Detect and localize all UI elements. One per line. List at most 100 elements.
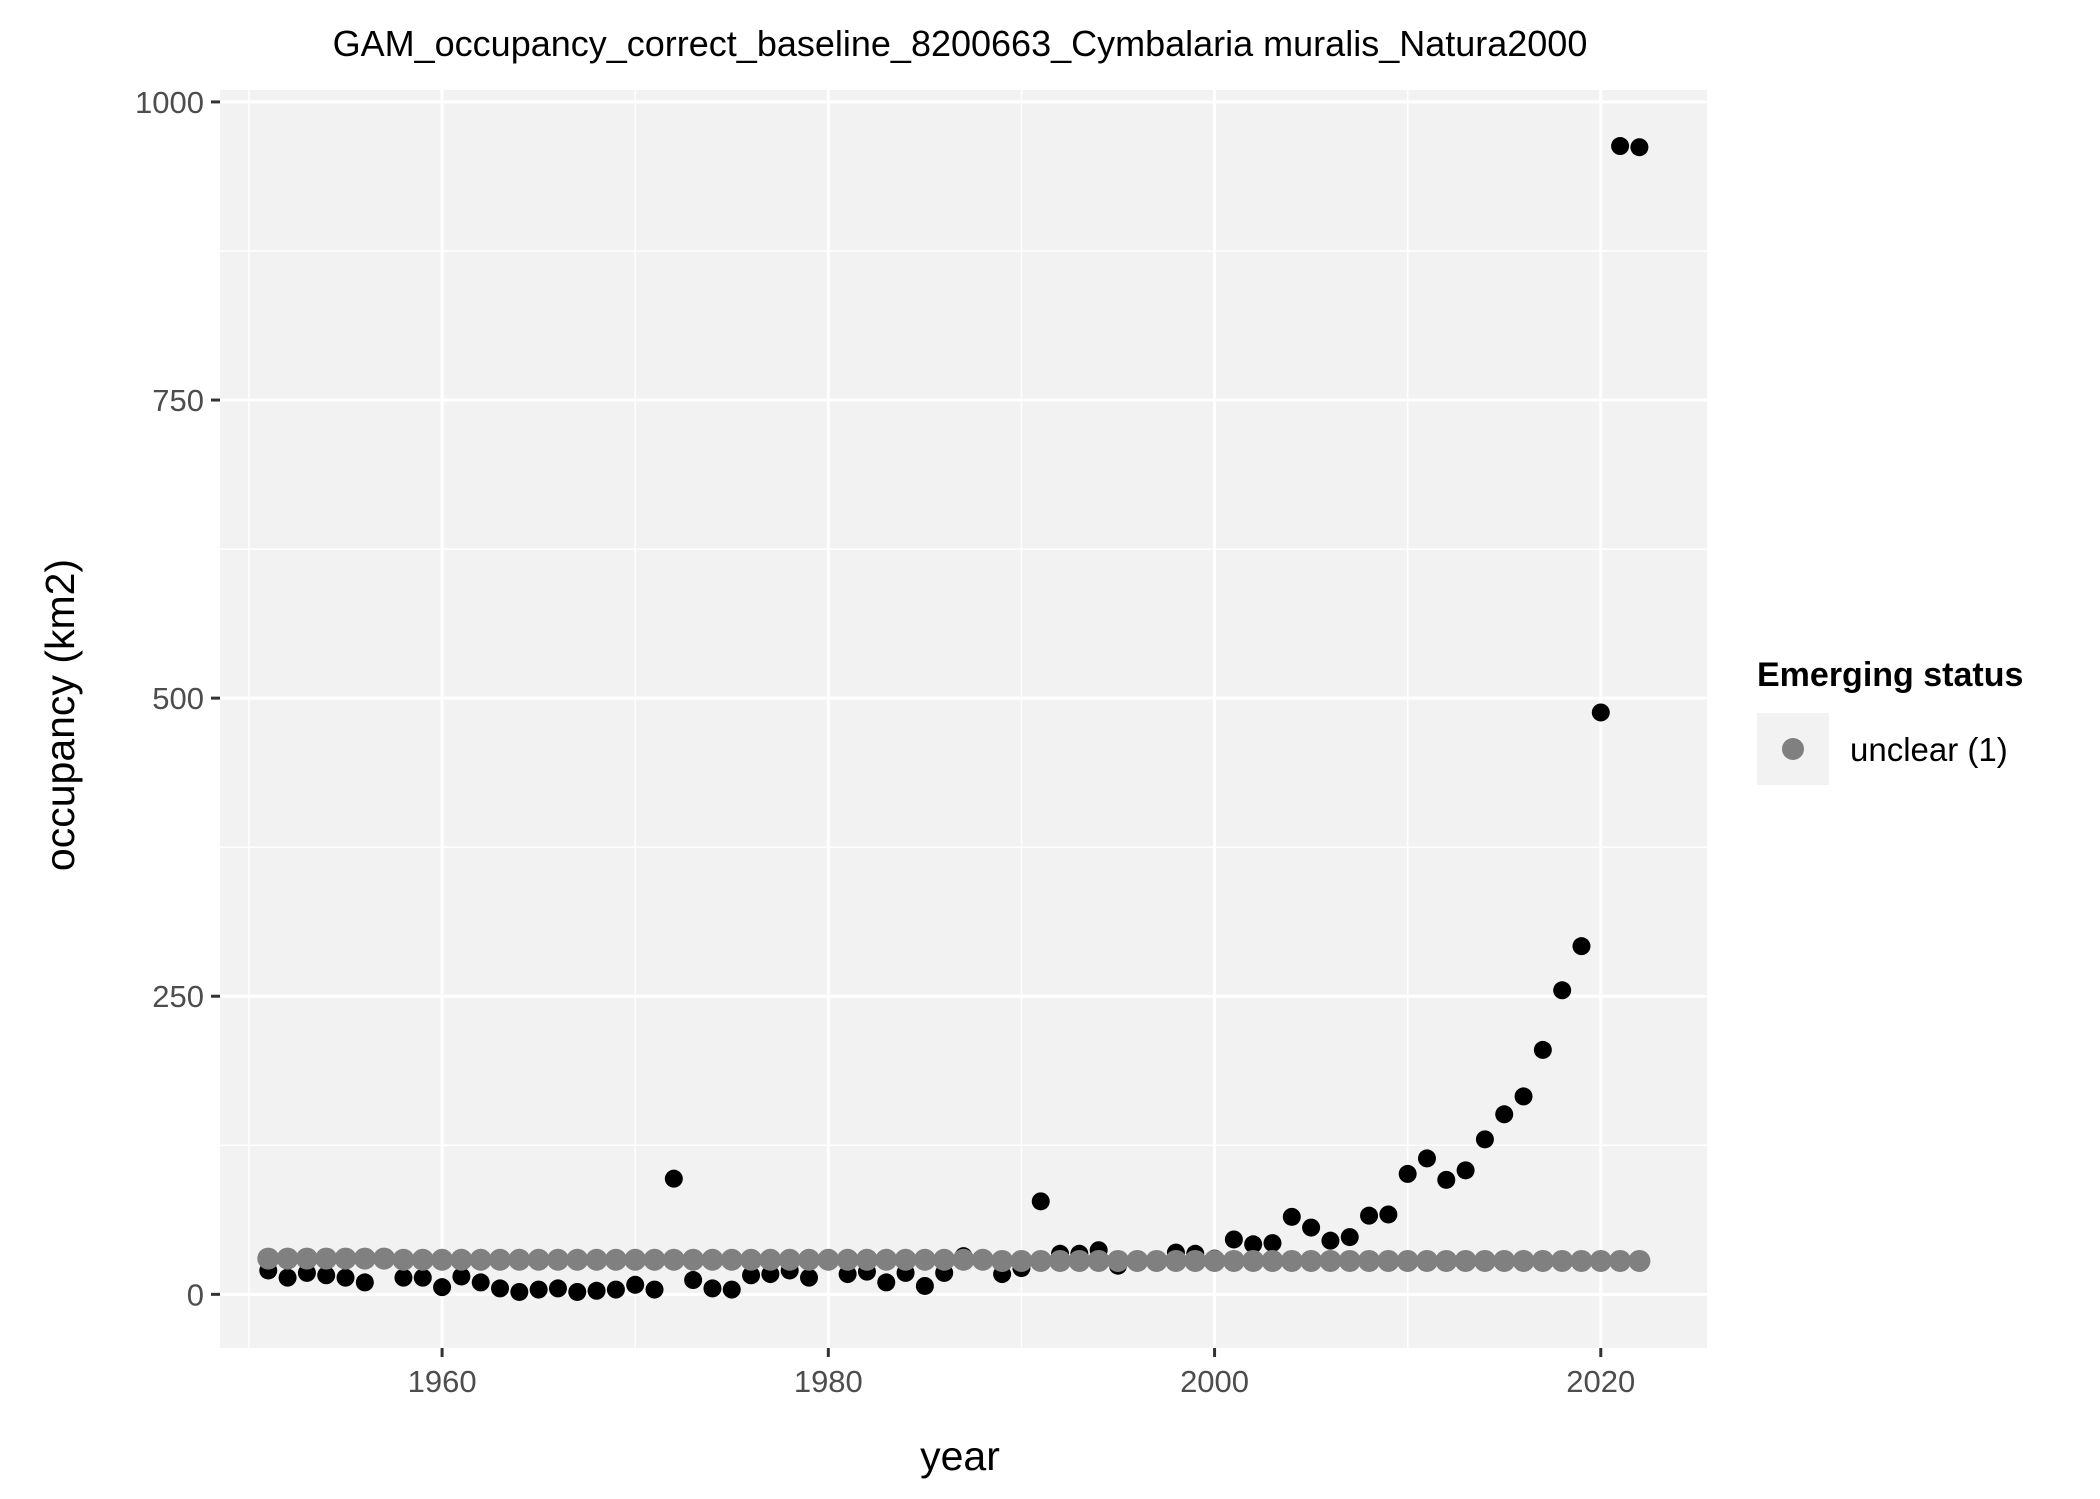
observed-point [1398,1164,1417,1183]
plot-panel [220,90,1707,1348]
observed-point [742,1266,761,1285]
observed-point [1533,1040,1552,1059]
legend-key-unclear [1782,738,1804,760]
fitted-point [1454,1249,1477,1272]
fitted-point [1164,1249,1187,1272]
fitted-point [489,1248,512,1271]
observed-point [1379,1205,1398,1224]
observed-point [433,1278,452,1297]
y-tick-label: 0 [187,1277,204,1312]
fitted-point [817,1248,840,1271]
fitted-point [431,1248,454,1271]
fitted-point [1628,1249,1651,1272]
observed-point [1417,1149,1436,1168]
fitted-point [1551,1249,1574,1272]
fitted-point [353,1247,376,1270]
observed-point [606,1280,625,1299]
fitted-point [991,1249,1014,1272]
observed-point [877,1273,896,1292]
fitted-point [1261,1249,1284,1272]
fitted-point [334,1247,357,1270]
observed-point [1263,1234,1282,1253]
legend-label-unclear: unclear (1) [1850,731,2008,768]
observed-point [1514,1087,1533,1106]
observed-point [1031,1192,1050,1211]
observed-point [317,1266,336,1285]
fitted-point [624,1248,647,1271]
fitted-point [662,1248,685,1271]
chart-title: GAM_occupancy_correct_baseline_8200663_C… [333,23,1588,64]
y-axis-title: occupancy (km2) [37,559,83,871]
fitted-point [1570,1249,1593,1272]
observed-point [1244,1235,1263,1254]
fitted-point [1126,1249,1149,1272]
fitted-point [952,1248,975,1271]
observed-point [452,1267,471,1286]
observed-point [336,1268,355,1287]
fitted-point [1010,1249,1033,1272]
fitted-point [1145,1249,1168,1272]
fitted-point [1029,1249,1052,1272]
observed-point [915,1276,934,1295]
observed-point [1321,1231,1340,1250]
fitted-point [527,1248,550,1271]
fitted-point [1338,1249,1361,1272]
fitted-point [740,1248,763,1271]
fitted-point [469,1248,492,1271]
fitted-point [1435,1249,1458,1272]
observed-point [471,1273,490,1292]
observed-point [278,1268,297,1287]
fitted-point [1222,1249,1245,1272]
fitted-point [836,1248,859,1271]
fitted-point [1068,1249,1091,1272]
fitted-point [798,1248,821,1271]
fitted-point [1531,1249,1554,1272]
observed-point [510,1282,529,1301]
fitted-point [546,1248,569,1271]
fitted-point [411,1248,434,1271]
fitted-point [508,1248,531,1271]
observed-point [800,1268,819,1287]
fitted-point [1300,1249,1323,1272]
y-tick-label: 1000 [135,85,204,120]
observed-point [394,1268,413,1287]
fitted-point [701,1248,724,1271]
fitted-point [1203,1249,1226,1272]
panel-background [220,90,1707,1348]
observed-point [1302,1218,1321,1237]
fitted-point [315,1247,338,1270]
axes: 1960 1980 2000 2020 0 250 500 750 1000 [135,85,1635,1399]
y-tick-label: 500 [152,681,204,716]
fitted-point [585,1248,608,1271]
observed-point [1611,137,1630,156]
fitted-point [566,1248,589,1271]
y-tick-label: 250 [152,979,204,1014]
fitted-point [894,1248,917,1271]
observed-point [1475,1130,1494,1149]
observed-point [1456,1161,1475,1180]
observed-point [413,1268,432,1287]
observed-point [355,1273,374,1292]
fitted-point [682,1248,705,1271]
fitted-point [933,1248,956,1271]
fitted-point [450,1248,473,1271]
fitted-point [1319,1249,1342,1272]
observed-point [1282,1207,1301,1226]
fitted-point [759,1248,782,1271]
x-tick-label: 2000 [1180,1364,1249,1399]
fitted-point [392,1248,415,1271]
fitted-point [1377,1249,1400,1272]
fitted-point [971,1248,994,1271]
data-points [257,137,1651,1301]
observed-point [1437,1170,1456,1189]
observed-point [1495,1105,1514,1124]
observed-point [1360,1206,1379,1225]
observed-point [626,1275,645,1294]
observed-point [722,1280,741,1299]
fitted-point [1493,1249,1516,1272]
observed-point [587,1281,606,1300]
fitted-point [276,1247,299,1270]
observed-point [645,1280,664,1299]
fitted-point [1106,1249,1129,1272]
